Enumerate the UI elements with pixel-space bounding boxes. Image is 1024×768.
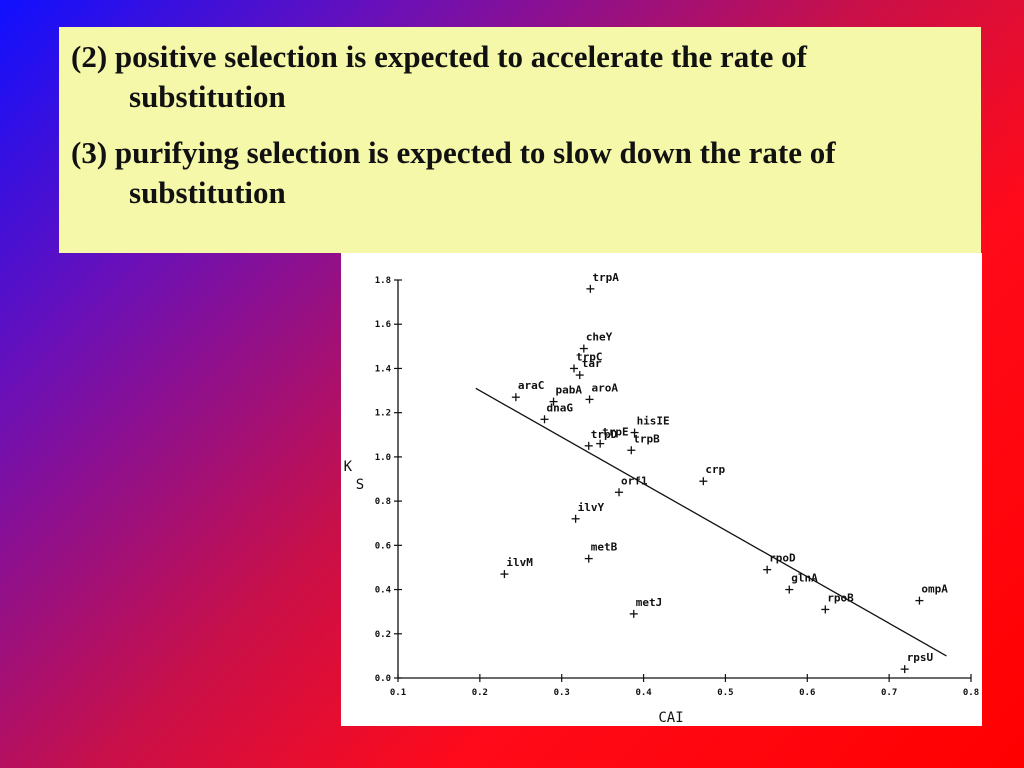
data-point-rpoD: rpoD [763, 552, 796, 574]
point-label: metJ [636, 596, 663, 609]
point-label: ilvM [506, 556, 533, 569]
data-point-glnA: glnA [785, 572, 818, 594]
data-point-metB: metB [584, 541, 618, 563]
y-tick-label: 0.0 [375, 674, 391, 684]
x-tick-label: 0.7 [881, 688, 897, 698]
x-tick-label: 0.2 [472, 688, 488, 698]
data-point-araC: araC [511, 379, 545, 402]
y-tick-label: 0.6 [375, 541, 391, 551]
x-tick-label: 0.3 [554, 688, 570, 698]
point-label: glnA [791, 572, 818, 585]
point-label: pabA [556, 384, 583, 397]
data-point-crp: crp [699, 463, 726, 486]
data-point-tar: tar [575, 357, 602, 380]
point-label: trpA [592, 271, 619, 284]
point-label: metB [591, 541, 618, 554]
regression-line [475, 387, 947, 657]
point-label: dnaG [547, 401, 574, 414]
x-tick-label: 0.5 [717, 688, 733, 698]
point-label: trpB [633, 432, 660, 445]
x-tick-label: 0.1 [390, 688, 406, 698]
point-label: crp [705, 463, 725, 476]
data-point-dnaG: dnaG [540, 401, 574, 424]
data-point-aroA: aroA [585, 381, 619, 404]
bullet-positive-selection: (2) positive selection is expected to ac… [71, 39, 807, 114]
data-point-trpC: trpC [569, 350, 603, 373]
y-axis-label: K S [344, 459, 365, 493]
data-point-trpA: trpA [586, 271, 619, 293]
data-point-cheY: cheY [579, 331, 613, 353]
point-label: trpC [576, 350, 603, 363]
data-point-rpsU: rpsU [900, 651, 934, 674]
point-label: rpsU [907, 651, 934, 664]
data-point-rpoB: rpoB [821, 591, 854, 614]
point-label: hisIE [637, 415, 670, 428]
x-axis-label: CAI [658, 710, 683, 726]
point-label: aroA [592, 381, 619, 394]
point-label: tar [582, 357, 602, 370]
point-label: araC [518, 379, 545, 392]
scatter-plot: 0.1 0.2 0.3 0.4 0.5 0.6 0.7 0.8 0.0 0.2 0.4 0.6 0.8 1… [344, 271, 980, 726]
data-point-ilvM: ilvM [500, 556, 533, 579]
y-tick-label: 1.0 [375, 453, 391, 463]
point-label: orf1 [621, 474, 648, 487]
data-point-trpB: trpB [627, 432, 660, 455]
data-point-trpE: trpE [596, 426, 629, 448]
data-point-hisIE: hisIE [630, 415, 670, 437]
data-point-orf1: orf1 [615, 474, 648, 497]
data-point-trpD: trpD [584, 428, 618, 450]
y-tick-label: 0.4 [375, 586, 392, 596]
scatter-plot-panel: 0.1 0.2 0.3 0.4 0.5 0.6 0.7 0.8 0.0 0.2 0.4 0.6 0.8 1… [341, 253, 982, 726]
x-tick-label: 0.4 [635, 688, 652, 698]
point-label: cheY [586, 331, 613, 344]
data-point-ilvY: ilvY [571, 501, 605, 523]
point-label: trpE [602, 426, 629, 439]
point-label: trpD [591, 428, 618, 441]
y-tick-label: 1.8 [375, 276, 391, 286]
x-tick-label: 0.6 [799, 688, 815, 698]
point-label: ilvY [578, 501, 605, 514]
data-point-metJ: metJ [629, 596, 663, 618]
y-tick-label: 0.8 [375, 497, 391, 507]
y-tick-label: 1.4 [375, 364, 392, 374]
y-tick-label: 1.6 [375, 320, 391, 330]
y-tick-label: 0.2 [375, 630, 391, 640]
point-label: rpoD [769, 552, 796, 565]
data-point-pabA: pabA [549, 384, 583, 406]
y-tick-label: 1.2 [375, 409, 391, 419]
x-tick-label: 0.8 [963, 688, 979, 698]
bullet-purifying-selection: (3) purifying selection is expected to s… [71, 135, 836, 210]
point-label: rpoB [827, 591, 854, 604]
point-label: ompA [921, 583, 948, 596]
text-box: (2) positive selection is expected to ac… [59, 27, 981, 253]
data-point-ompA: ompA [915, 583, 948, 605]
